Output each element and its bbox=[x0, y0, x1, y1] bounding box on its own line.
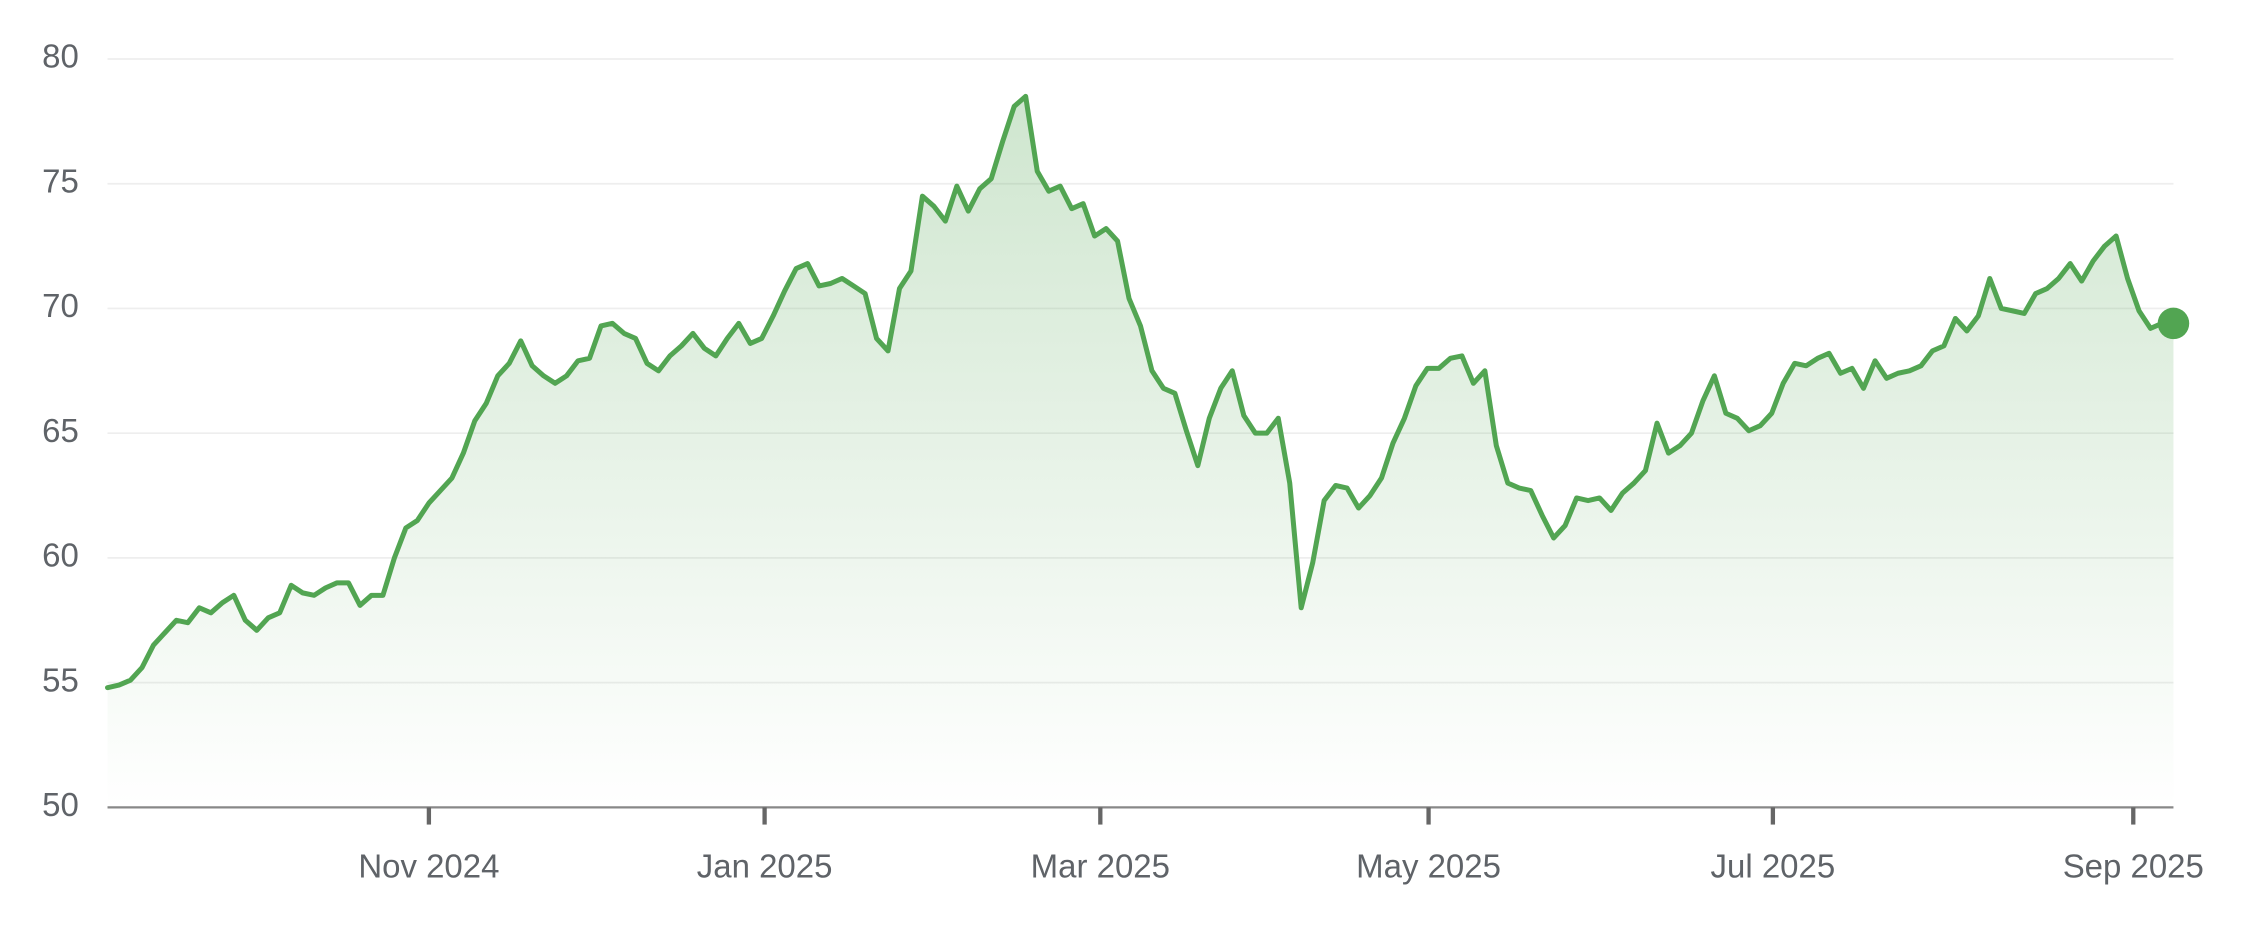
x-tick-label: Sep 2025 bbox=[2063, 848, 2204, 885]
y-tick-label: 55 bbox=[42, 661, 79, 698]
y-tick-label: 70 bbox=[42, 287, 79, 324]
last-point bbox=[2157, 307, 2190, 340]
area bbox=[107, 96, 2174, 808]
y-tick-label: 65 bbox=[42, 412, 79, 449]
y-tick-label: 50 bbox=[42, 786, 79, 823]
x-tick-label: Nov 2024 bbox=[358, 848, 499, 885]
x-tick-label: Jan 2025 bbox=[697, 848, 833, 885]
price-line bbox=[105, 93, 2176, 691]
x-tick-label: Mar 2025 bbox=[1031, 848, 1170, 885]
y-tick-label: 60 bbox=[42, 537, 79, 574]
x-tick-label: Jul 2025 bbox=[1711, 848, 1836, 885]
y-tick-label: 75 bbox=[42, 162, 79, 199]
y-tick-label: 80 bbox=[42, 38, 79, 75]
x-tick-label: May 2025 bbox=[1356, 848, 1501, 885]
